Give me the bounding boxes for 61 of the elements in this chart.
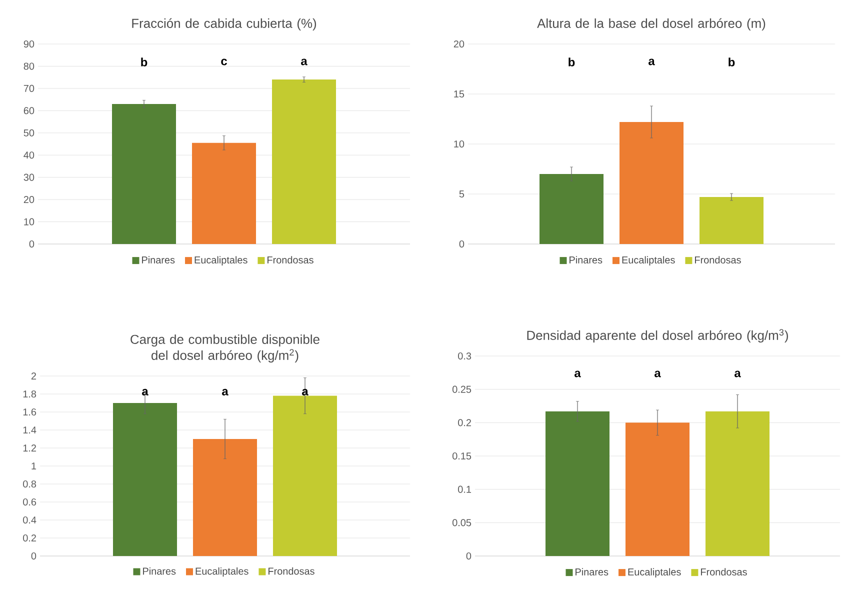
y-tick-label: 15 [454,90,464,98]
y-tick-label: 0.15 [452,452,472,460]
legend-label: Eucaliptales [194,256,248,266]
legend-label: Eucaliptales [628,568,681,578]
chart-title: Altura de la base del dosel arbóreo (m) [537,18,766,31]
annotation: a [222,388,228,396]
chart-title: Fracción de cabida cubierta (%) [132,18,316,31]
y-tick-label: 80 [24,62,34,70]
y-tick-label: 0.6 [23,498,36,506]
legend-label: Pinares [143,567,176,575]
y-tick-label: 0.4 [23,516,36,524]
chart-title: Carga de combustible disponible del dosel arbóreo (kg/m$^{2}$) [130,334,320,362]
y-tick-label: 0.05 [452,519,472,526]
y-tick-label: 0.25 [452,386,472,393]
y-tick-label: 30 [24,174,34,181]
y-tick-label: 1.2 [23,444,36,452]
y-tick-label: 0.2 [23,534,36,542]
y-tick-label: 1 [32,462,36,470]
y-tick-label: 0 [466,552,472,560]
y-tick-label: 90 [24,40,34,48]
annotation: b [568,58,575,66]
y-tick-label: 0 [29,240,34,248]
legend-label: Frondosas [695,256,741,264]
y-tick-label: 20 [24,196,34,204]
y-tick-label: 0.3 [458,352,472,360]
y-tick-label: 2 [31,372,36,380]
annotation: a [574,370,581,378]
legend-label: Frondosas [701,568,747,576]
annotation: a [648,58,655,66]
annotation: b [728,58,735,66]
legend-label: Pinares [576,568,608,576]
legend-label: Eucaliptales [622,256,675,266]
y-tick-label: 1.8 [23,390,36,398]
annotation: a [301,58,308,66]
y-tick-label: 70 [24,84,34,92]
legend-label: Frondosas [268,567,314,575]
y-tick-label: 50 [24,129,34,136]
annotation: a [302,388,308,396]
annotation: a [654,370,661,378]
y-tick-label: 60 [24,107,34,114]
y-tick-label: 0.1 [458,486,472,493]
y-tick-label: 1.6 [23,408,36,416]
y-tick-label: 10 [24,218,34,226]
annotation: a [734,370,741,378]
y-tick-label: 5 [459,190,464,198]
y-tick-label: 40 [24,152,34,159]
chart-title: Densidad aparente del dosel arbóreo (kg/m$^{3}$) [527,329,788,343]
annotation: a [142,388,148,396]
y-tick-label: 0.2 [458,419,471,426]
y-tick-label: 20 [454,40,464,48]
y-tick-label: 1.4 [23,426,36,434]
legend-label: Eucaliptales [196,567,248,577]
legend-label: Frondosas [268,256,314,264]
y-tick-label: 0.8 [23,480,36,488]
y-tick-label: 10 [454,140,464,148]
y-tick-label: 0 [31,552,36,560]
legend-label: Pinares [570,256,602,264]
y-tick-label: 0 [459,240,464,248]
annotation: b [141,58,148,66]
annotation: c [221,58,227,66]
legend-label: Pinares [142,256,175,264]
